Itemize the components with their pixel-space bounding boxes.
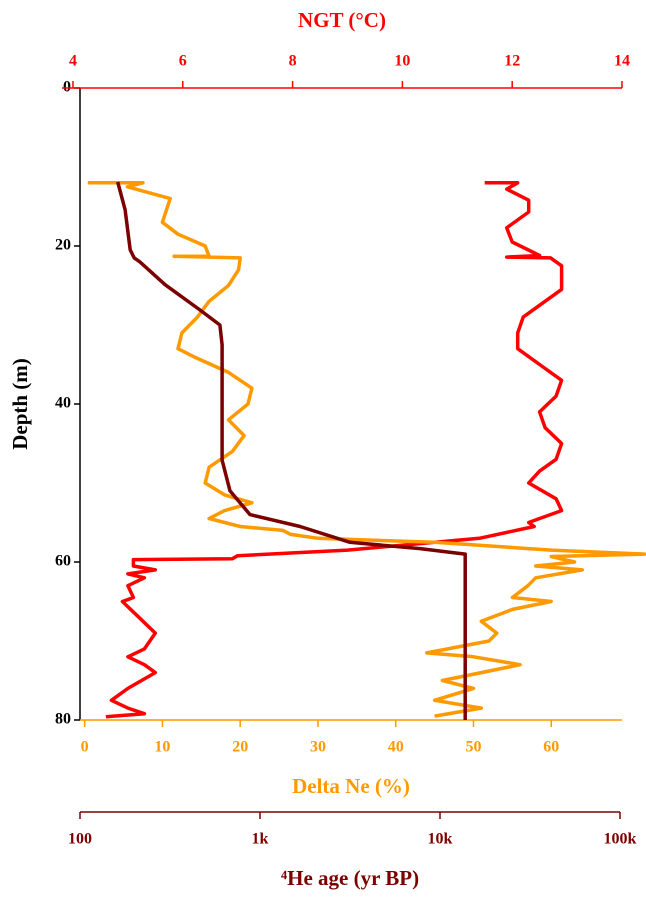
y-tick-label: 60: [55, 553, 71, 570]
x-tick-label: 10k: [428, 831, 453, 848]
x-axis-title: Delta Ne (%): [292, 774, 410, 798]
x-tick-label: 10: [394, 53, 410, 70]
x-tick-label: 12: [504, 53, 520, 70]
x-tick-label: 8: [289, 53, 297, 70]
x-tick-label: 14: [614, 53, 630, 70]
data-line: [105, 181, 564, 719]
x-axis-title: ⁴He age (yr BP): [281, 866, 419, 890]
y-axis-title: Depth (m): [8, 358, 32, 450]
data-line: [87, 181, 646, 718]
x-tick-label: 10: [154, 739, 170, 756]
x-tick-label: 1k: [252, 831, 269, 848]
y-tick-label: 80: [55, 711, 71, 728]
y-tick-label: 40: [55, 395, 71, 412]
x-axis-title: NGT (°C): [298, 8, 386, 32]
x-tick-label: 0: [81, 739, 89, 756]
x-tick-label: 20: [232, 739, 248, 756]
x-tick-label: 60: [543, 739, 559, 756]
x-tick-label: 100: [68, 831, 92, 848]
y-tick-label: 20: [55, 237, 71, 254]
y-tick-label: 0: [63, 79, 71, 96]
data-line: [116, 181, 467, 720]
x-tick-label: 40: [388, 739, 404, 756]
x-tick-label: 6: [179, 53, 187, 70]
x-tick-label: 50: [465, 739, 481, 756]
x-tick-label: 4: [69, 53, 77, 70]
x-tick-label: 30: [310, 739, 326, 756]
x-tick-label: 100k: [604, 831, 637, 848]
